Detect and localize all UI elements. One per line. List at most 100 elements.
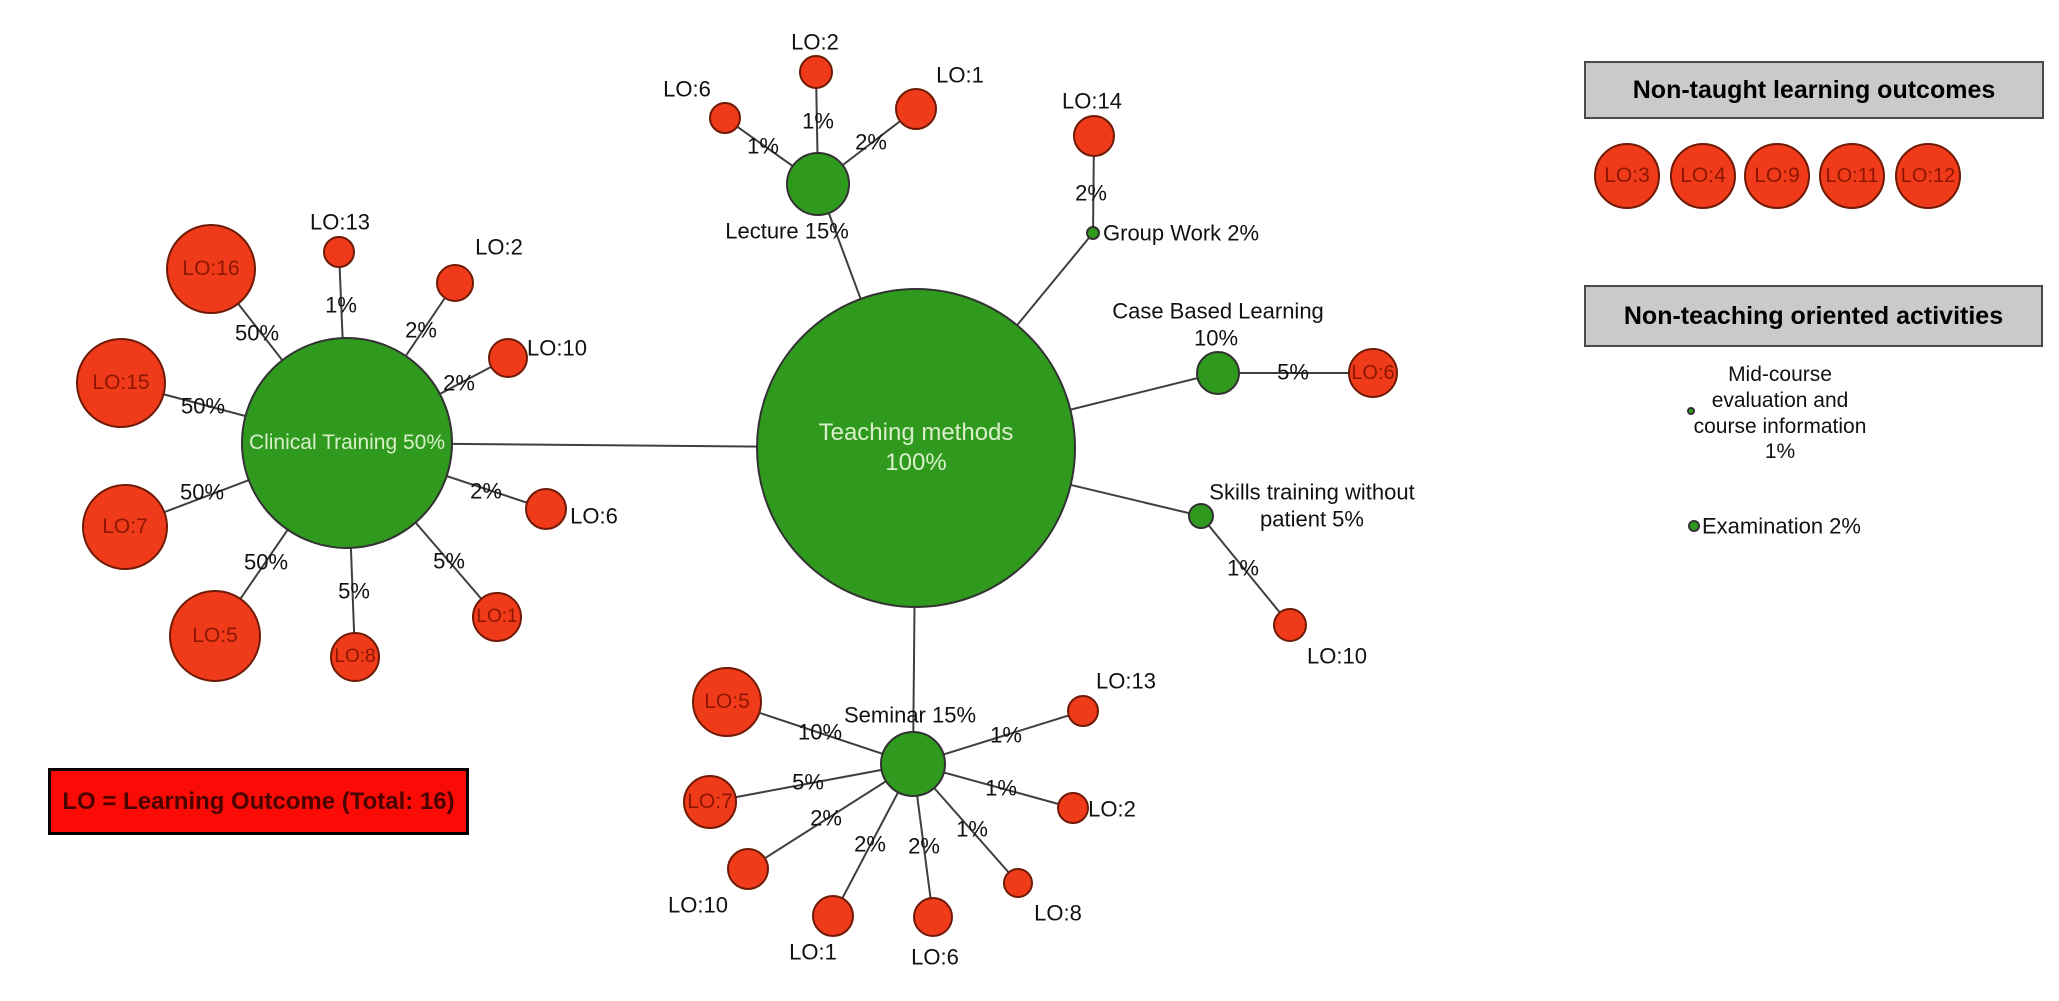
label-45-lo-13: LO:13	[1096, 668, 1156, 694]
node-dot-exam	[1688, 520, 1700, 532]
label-39-1: 1%	[990, 722, 1022, 748]
label-12-5: 5%	[338, 578, 370, 604]
node-c-lo7-label: LO:7	[102, 514, 148, 538]
node-nt-lo4-label: LO:4	[1680, 163, 1726, 187]
label-44-lo-2: LO:2	[1088, 796, 1136, 822]
label-41-lo-1: LO:1	[789, 939, 837, 965]
node-cbl	[1196, 351, 1240, 395]
edge-seminar-s-lo7	[709, 763, 914, 803]
label-8-2: 2%	[443, 370, 475, 396]
label-1-lo-2: LO:2	[475, 234, 523, 260]
label-11-50: 50%	[243, 549, 289, 575]
node-c-lo1-label: LO:1	[476, 606, 518, 628]
label-13-5: 5%	[433, 548, 465, 574]
label-25-10: 10%	[1193, 325, 1239, 351]
node-c-lo5: LO:5	[169, 590, 261, 682]
node-c-lo13	[323, 236, 355, 268]
label-3-lo-6: LO:6	[570, 503, 618, 529]
node-dot-midcourse	[1687, 407, 1695, 415]
node-nt-lo3-label: LO:3	[1604, 163, 1650, 187]
node-nt-lo4: LO:4	[1670, 143, 1736, 209]
label-22-2: 2%	[1075, 180, 1107, 206]
label-32-10: 10%	[797, 719, 843, 745]
node-s-lo8	[1003, 868, 1033, 898]
label-23-group-work-2: Group Work 2%	[1103, 220, 1260, 246]
label-0-lo-13: LO:13	[310, 209, 370, 235]
non-taught-outcomes-title-box: Non-taught learning outcomes	[1584, 61, 2044, 119]
label-43-lo-8: LO:8	[1034, 900, 1082, 926]
node-s-lo2	[1057, 792, 1089, 824]
node-l-lo1	[895, 88, 937, 130]
label-15-lo-2: LO:2	[791, 29, 839, 55]
node-teaching: Teaching methods 100%	[756, 288, 1076, 608]
label-49-1: 1%	[1764, 440, 1796, 464]
node-nt-lo12-label: LO:12	[1900, 164, 1956, 187]
node-nt-lo12: LO:12	[1895, 143, 1961, 209]
node-clinical-label: Clinical Training 50%	[248, 430, 446, 454]
label-50-examination-2: Examination 2%	[1702, 513, 1861, 539]
label-37-1: 1%	[956, 816, 988, 842]
node-g-lo14	[1073, 115, 1115, 157]
label-34-2: 2%	[810, 805, 842, 831]
node-s-lo13	[1067, 695, 1099, 727]
node-nt-lo3: LO:3	[1594, 143, 1660, 209]
node-nt-lo11-label: LO:11	[1825, 164, 1879, 187]
label-16-lo-1: LO:1	[936, 62, 984, 88]
node-s-lo7-label: LO:7	[687, 789, 733, 813]
label-30-lo-10: LO:10	[1307, 643, 1367, 669]
label-36-2: 2%	[908, 833, 940, 859]
node-c-lo8: LO:8	[330, 632, 380, 682]
lo-legend-box: LO = Learning Outcome (Total: 16)	[48, 768, 469, 835]
node-clinical: Clinical Training 50%	[241, 337, 453, 549]
node-s-lo6	[913, 897, 953, 937]
label-27-skills-training-without: Skills training without	[1209, 479, 1415, 505]
label-17-lecture-15: Lecture 15%	[725, 218, 849, 244]
label-42-lo-6: LO:6	[911, 944, 959, 970]
node-cbl-lo6-label: LO:6	[1351, 361, 1395, 384]
label-7-50: 50%	[180, 393, 226, 419]
label-24-case-based-learning: Case Based Learning	[1112, 298, 1324, 324]
node-c-lo2	[436, 264, 474, 302]
node-s-lo5-label: LO:5	[704, 689, 750, 713]
label-18-1: 1%	[747, 133, 779, 159]
node-l-lo6	[709, 102, 741, 134]
node-c-lo1: LO:1	[472, 592, 522, 642]
node-nt-lo9: LO:9	[1744, 143, 1810, 209]
label-40-lo-10: LO:10	[668, 892, 728, 918]
node-nt-lo11: LO:11	[1819, 143, 1885, 209]
node-s-lo1	[812, 895, 854, 937]
node-c-lo7: LO:7	[82, 484, 168, 570]
label-33-5: 5%	[792, 769, 824, 795]
label-5-1: 1%	[325, 292, 357, 318]
label-46-mid-course: Mid-course	[1728, 363, 1832, 387]
label-35-2: 2%	[854, 831, 886, 857]
node-c-lo8-label: LO:8	[334, 646, 376, 668]
node-c-lo5-label: LO:5	[192, 623, 238, 647]
label-28-patient-5: patient 5%	[1260, 506, 1364, 532]
node-teaching-label: Teaching methods 100%	[818, 419, 1014, 476]
node-c-lo15: LO:15	[76, 338, 166, 428]
label-20-2: 2%	[855, 129, 887, 155]
label-10-2: 2%	[470, 478, 502, 504]
edge-skills-sk-lo10	[1200, 515, 1291, 626]
label-9-50: 50%	[179, 479, 225, 505]
node-s-lo5: LO:5	[692, 667, 762, 737]
node-seminar	[880, 731, 946, 797]
node-c-lo6	[525, 488, 567, 530]
node-c-lo16: LO:16	[166, 224, 256, 314]
label-21-lo-14: LO:14	[1062, 88, 1122, 114]
label-38-1: 1%	[985, 775, 1017, 801]
label-4-50: 50%	[234, 320, 280, 346]
label-14-lo-6: LO:6	[663, 76, 711, 102]
node-nt-lo9-label: LO:9	[1754, 163, 1800, 187]
label-19-1: 1%	[802, 108, 834, 134]
node-sk-lo10	[1273, 608, 1307, 642]
node-l-lo2	[799, 55, 833, 89]
node-lecture	[786, 152, 850, 216]
label-29-1: 1%	[1227, 555, 1259, 581]
label-2-lo-10: LO:10	[527, 335, 587, 361]
node-groupwork	[1086, 226, 1100, 240]
label-31-seminar-15: Seminar 15%	[843, 702, 977, 728]
label-26-5: 5%	[1277, 359, 1309, 385]
